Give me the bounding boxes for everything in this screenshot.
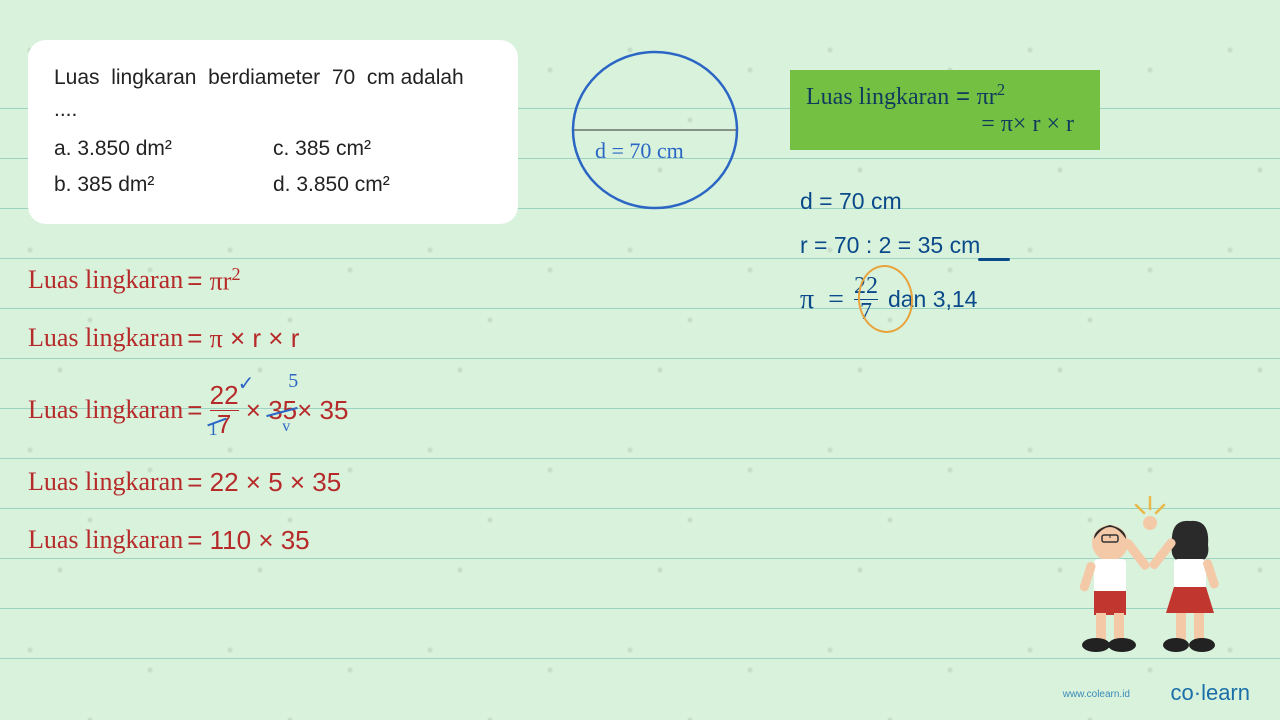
formula-box: Luas lingkaran = πr2 = π× r × r xyxy=(790,70,1100,150)
step-2: Luas lingkaran = π × r × r xyxy=(28,318,348,358)
formula-line-1: Luas lingkaran = πr2 xyxy=(806,80,1084,111)
option-c: c. 385 cm² xyxy=(273,131,492,167)
question-text: Luas lingkaran berdiameter 70 cm adalah … xyxy=(54,62,492,125)
option-b: b. 385 dm² xyxy=(54,167,273,203)
option-d: d. 3.850 cm² xyxy=(273,167,492,203)
d-line: d = 70 cm xyxy=(800,180,980,224)
diameter-label: d = 70 cm xyxy=(595,138,684,164)
option-a: a. 3.850 dm² xyxy=(54,131,273,167)
right-notes: d = 70 cm r = 70 : 2 = 35 cm π = 22 7 da… xyxy=(800,180,980,327)
work-steps: Luas lingkaran = πr2 Luas lingkaran = π … xyxy=(28,260,348,578)
r-line: r = 70 : 2 = 35 cm xyxy=(800,224,980,268)
formula-line-2: = π× r × r xyxy=(806,111,1084,138)
kids-illustration xyxy=(1050,495,1250,665)
step-5: Luas lingkaran = 110 × 35 xyxy=(28,520,348,560)
brand-logo: co·learn xyxy=(1171,680,1251,706)
circle-diagram: d = 70 cm xyxy=(565,50,745,210)
step-4: Luas lingkaran = 22 × 5 × 35 xyxy=(28,462,348,502)
options-grid: a. 3.850 dm² c. 385 cm² b. 385 dm² d. 3.… xyxy=(54,131,492,202)
step-1: Luas lingkaran = πr2 xyxy=(28,260,348,300)
website-url: www.colearn.id xyxy=(1063,689,1130,700)
step-3: Luas lingkaran = 22 7 ✓ 1 × 35 5 v × 35 xyxy=(28,376,348,444)
pi-line: π = 22 7 dan 3,14 xyxy=(800,273,980,326)
question-card: Luas lingkaran berdiameter 70 cm adalah … xyxy=(28,40,518,224)
